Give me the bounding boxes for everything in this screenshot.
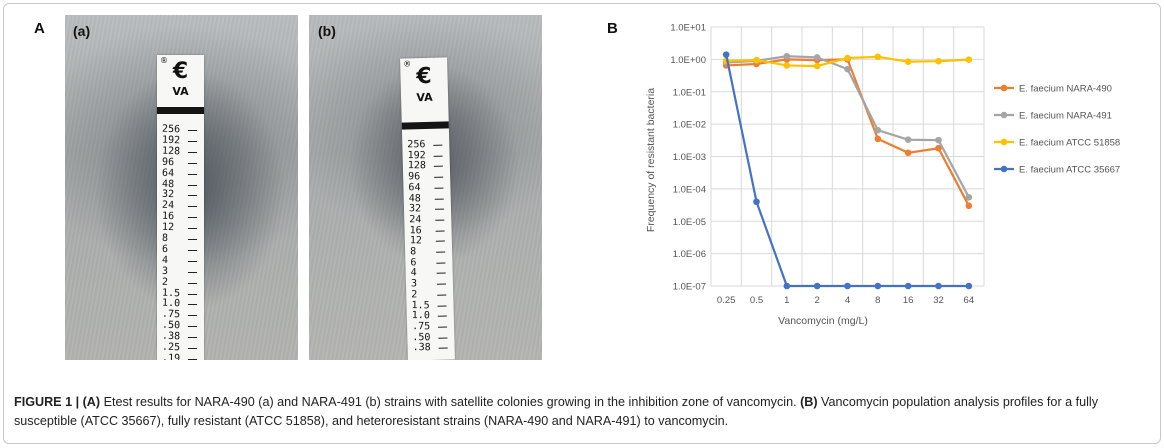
strip-scale-tick — [188, 195, 197, 197]
strip-scale-value: 192 — [161, 134, 181, 147]
strip-scale-tick — [438, 326, 448, 328]
strip-scale-tick — [188, 326, 197, 328]
strip-scale-tick — [435, 208, 445, 210]
strip-scale-tick — [188, 217, 197, 219]
caption-text-part-b: Vancomycin population analysis profiles … — [14, 395, 1099, 428]
etest-logo-icon: € — [416, 63, 433, 90]
strip-scale-tick — [188, 249, 197, 251]
strip-scale-tick — [436, 272, 446, 275]
strip-black-band — [157, 107, 204, 114]
strip-scale-value: .75 — [412, 321, 431, 333]
strip-black-band — [401, 121, 449, 130]
strip-scale-value: 128 — [161, 145, 181, 158]
strip-scale-value: 4 — [161, 254, 169, 266]
caption-text-part-a: Etest results for NARA-490 (a) and NARA-… — [100, 395, 801, 409]
etest-strip-b: ® € VA 256 192 128 96 64 48 32 24 16 12 8 6 4 3 2 1.5 1.… — [400, 57, 455, 360]
strip-scale-tick — [188, 130, 197, 131]
strip-drug-code: VA — [416, 90, 433, 105]
strip-scale-value: 64 — [161, 167, 175, 179]
strip-scale-tick — [188, 337, 197, 339]
strip-scale-value: .19 — [161, 352, 181, 360]
strip-scale-value: .38 — [412, 342, 431, 354]
strip-scale-value: 96 — [161, 156, 175, 168]
strip-scale-value: 128 — [407, 160, 427, 172]
strip-scale-value: 8 — [161, 232, 169, 245]
strip-scale-value: 2 — [411, 289, 418, 301]
strip-scale-tick — [437, 305, 447, 307]
strip-scale-tick — [188, 228, 197, 230]
strip-scale-tick — [188, 358, 197, 360]
strip-scale-tick — [435, 219, 445, 221]
strip-scale-tick — [188, 140, 197, 142]
strip-scale-value: 12 — [161, 221, 175, 234]
strip-scale-tick — [188, 282, 197, 284]
strip-scale-value: 6 — [161, 243, 169, 255]
strip-scale-tick — [188, 271, 197, 273]
strip-scale-value: 1.0 — [411, 310, 430, 322]
strip-scale-tick — [188, 315, 197, 317]
etest-photo-a: (a) ® € VA 256 192 128 96 64 48 32 24 16 12 8 6 4 3 2 1… — [65, 15, 298, 360]
strip-scale-tick — [437, 294, 447, 296]
strip-scale-tick — [435, 240, 445, 243]
panel-a-label: A — [34, 20, 45, 37]
strip-scale-value: 64 — [408, 182, 421, 194]
photo-b-sub-label: (b) — [318, 23, 336, 39]
strip-scale-value: 256 — [407, 139, 426, 151]
strip-scale-tick — [433, 144, 443, 146]
strip-scale-tick — [434, 187, 444, 189]
strip-scale-tick — [436, 283, 446, 285]
caption-part-a-ref: (A) — [82, 395, 101, 409]
etest-logo-icon: € — [172, 59, 189, 84]
etest-photo-b: (b) ® € VA 256 192 128 96 64 48 32 24 16 12 8 6 4 3 2 1… — [309, 15, 542, 360]
strip-scale-tick — [188, 260, 197, 262]
strip-scale-value: 8 — [410, 246, 417, 258]
strip-scale-value: 16 — [161, 210, 175, 223]
strip-scale-value: 32 — [408, 203, 422, 215]
figure-caption: FIGURE 1 | (A) Etest results for NARA-49… — [14, 393, 1154, 431]
photo-a-sub-label: (a) — [73, 23, 91, 39]
strip-scale-tick — [437, 315, 447, 317]
strip-scale-value: 12 — [409, 235, 422, 247]
strip-scale-tick — [434, 176, 444, 178]
strip-scale-value: 24 — [409, 214, 422, 226]
strip-scale-tick — [188, 348, 197, 349]
strip-scale-tick — [188, 239, 197, 240]
strip-scale-tick — [436, 251, 446, 253]
strip-scale-tick — [188, 293, 197, 295]
strip-scale-value: 256 — [161, 123, 181, 136]
strip-scale-tick — [438, 337, 448, 339]
strip-scale-tick — [436, 262, 446, 264]
strip-scale-value: .25 — [161, 341, 181, 354]
strip-scale-value: 2 — [161, 276, 169, 288]
strip-scale-value: 96 — [408, 171, 421, 183]
strip-scale-tick — [433, 155, 443, 157]
panel-b-label: B — [607, 20, 618, 37]
strip-scale-tick — [188, 206, 197, 208]
strip-scale-tick — [188, 173, 197, 175]
strip-scale-tick — [433, 165, 443, 168]
strip-scale-tick — [188, 184, 197, 186]
caption-part-b-ref: (B) — [800, 395, 818, 409]
strip-scale-value: 3 — [161, 265, 169, 277]
strip-scale-tick — [434, 198, 444, 200]
strip-drug-code: VA — [172, 85, 189, 98]
strip-scale-tick — [188, 162, 197, 164]
strip-scale-tick — [438, 347, 448, 350]
registered-mark: ® — [160, 56, 168, 65]
strip-scale-tick — [435, 230, 445, 232]
strip-scale-value: 4 — [410, 267, 417, 279]
caption-figure-label: FIGURE 1 | — [14, 395, 80, 409]
strip-scale-value: 3 — [410, 278, 418, 290]
etest-strip-a: ® € VA 256 192 128 96 64 48 32 24 16 12 8 6 4 3 2 1.5 1.… — [157, 55, 204, 360]
strip-scale-tick — [188, 304, 197, 306]
strip-scale-tick — [188, 151, 197, 153]
